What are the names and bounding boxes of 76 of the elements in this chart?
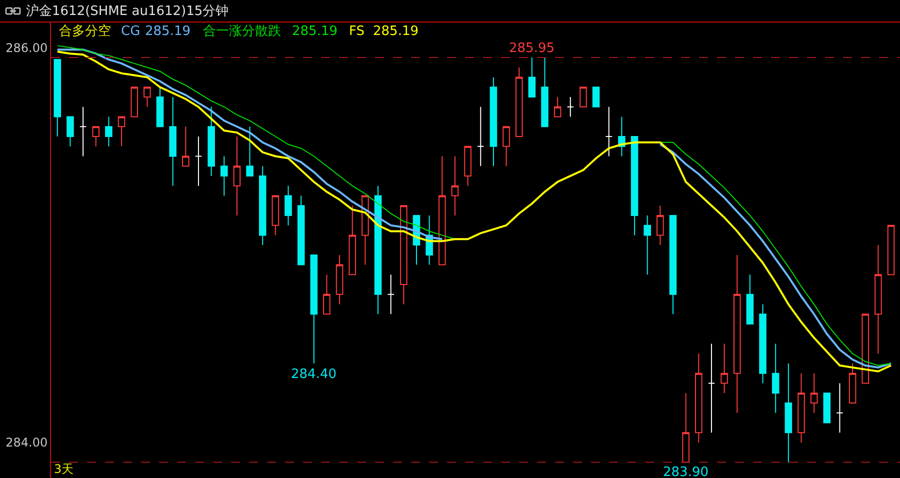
candlestick <box>720 343 728 394</box>
y-tick-label: 286.00 <box>6 40 48 55</box>
annotation: 285.19 <box>373 24 418 39</box>
annotation: 285.19 <box>292 24 338 39</box>
candlestick <box>566 96 574 118</box>
candlestick <box>156 86 164 128</box>
candlestick <box>387 274 394 315</box>
candlestick <box>836 382 844 434</box>
candlestick <box>656 205 664 246</box>
candlestick <box>118 116 126 147</box>
candlestick <box>798 372 805 443</box>
candlestick <box>759 304 766 384</box>
candlestick <box>528 57 536 98</box>
candlestick <box>772 343 780 414</box>
candlestick <box>220 156 228 196</box>
text: 合一涨分散跌 <box>203 24 281 39</box>
candlestick <box>233 136 241 216</box>
candlestick <box>284 185 292 226</box>
candlestick <box>515 66 523 137</box>
candlestick <box>695 353 702 443</box>
candlestick <box>336 254 344 305</box>
candlestick <box>746 274 754 325</box>
annotation: 3天 <box>54 462 74 476</box>
candlestick <box>682 392 690 463</box>
legend-title: 合多分空 <box>59 24 111 39</box>
candlestick <box>297 195 305 266</box>
candlestick <box>605 106 613 157</box>
candlestick <box>476 106 484 167</box>
candlestick <box>374 185 382 315</box>
candlestick <box>194 136 202 186</box>
chart-title: 沪金1612(SHME au1612)15分钟 <box>26 3 229 19</box>
candlestick <box>502 126 510 167</box>
candlestick <box>66 116 74 147</box>
candlestick <box>54 59 62 137</box>
annotation: 285.95 <box>509 41 554 56</box>
candlestick <box>258 166 266 246</box>
candlestick <box>438 156 446 266</box>
candlestick <box>708 343 716 434</box>
candlestick <box>169 96 176 186</box>
candlestick <box>246 126 254 176</box>
candlestick <box>784 363 792 463</box>
candlestick <box>644 214 651 276</box>
candlestick <box>823 392 831 424</box>
candlestick <box>105 116 112 147</box>
annotation: 285.19 <box>145 24 190 39</box>
candlestick <box>554 96 562 118</box>
candlestick <box>733 254 741 414</box>
y-tick-label: 284.00 <box>6 436 48 450</box>
annotation: 284.40 <box>291 367 336 382</box>
candlestick <box>669 214 677 315</box>
candlestick <box>208 106 215 176</box>
candlestick <box>580 86 587 108</box>
candlestick <box>592 86 600 108</box>
series-label: CG <box>121 24 140 39</box>
candlestick <box>862 314 870 384</box>
candlestick <box>810 372 818 414</box>
candlestick <box>630 136 638 236</box>
candlestick <box>400 205 408 305</box>
candlestick <box>490 76 498 167</box>
candlestick <box>144 86 151 108</box>
text: FS <box>349 24 365 39</box>
candlestick <box>92 126 100 147</box>
candlestick <box>848 363 856 404</box>
candlestick <box>451 156 459 216</box>
candlestick <box>348 205 356 276</box>
candlestick <box>541 57 548 128</box>
annotation: 283.90 <box>663 465 708 478</box>
candlestick <box>887 224 895 276</box>
candlestick <box>182 126 190 167</box>
candlestick <box>310 254 318 364</box>
candlestick <box>79 106 87 157</box>
candlestick <box>874 244 882 354</box>
candlestick <box>323 274 330 315</box>
candlestick <box>464 146 472 186</box>
candlestick <box>272 195 280 236</box>
candlestick <box>130 86 138 118</box>
